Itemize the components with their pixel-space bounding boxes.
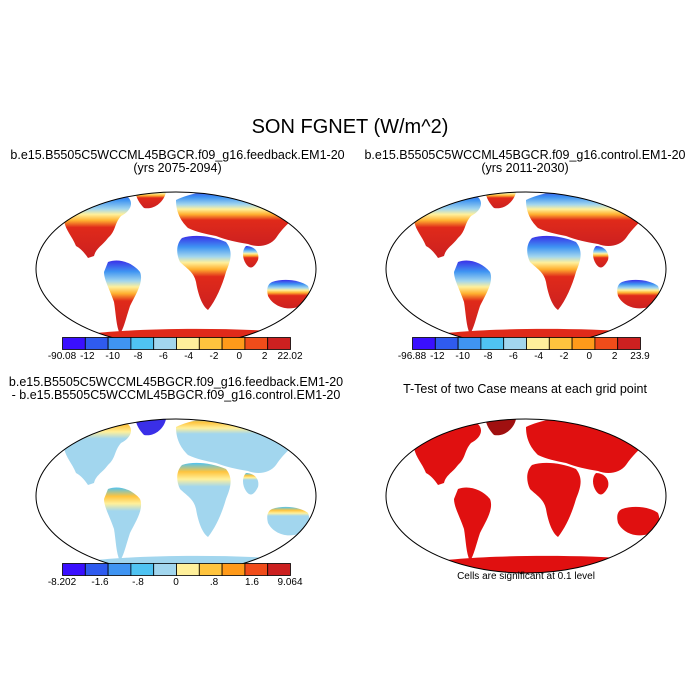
top-right-colorbar-label: -12 <box>430 351 445 362</box>
top-right-colorbar-label: -10 <box>455 351 470 362</box>
top-left-colorbar-label: 0 <box>236 351 243 362</box>
top-right-colorbar: -96.88 -12 -10 -8 -6 -4 -2 0 2 23.9 <box>398 337 650 363</box>
bottom-left-colorbar-swatch <box>244 563 269 576</box>
top-left-colorbar-label: -4 <box>184 351 194 362</box>
bottom-right-title: T-Test of two Case means at each grid po… <box>403 382 647 396</box>
top-right-colorbar-swatch <box>548 337 573 350</box>
top-right-colorbar-swatches <box>412 337 641 350</box>
top-left-colorbar-label: -12 <box>80 351 95 362</box>
bottom-left-colorbar: -8.202 -1.6 -.8 0 .8 1.6 9.064 <box>48 563 303 589</box>
top-left-colorbar-swatch <box>107 337 132 350</box>
bottom-left-colorbar-label: -8.202 <box>47 577 77 588</box>
top-right-colorbar-label: -4 <box>534 351 544 362</box>
significance-note: Cells are significant at 0.1 level <box>457 571 595 582</box>
top-left-colorbar-swatch <box>130 337 155 350</box>
top-left-colorbar-label: -90.08 <box>47 351 77 362</box>
top-left-colorbar-swatch <box>176 337 200 350</box>
top-left-title-line1: b.e15.B5505C5WCCML45BGCR.f09_g16.feedbac… <box>10 148 345 162</box>
top-right-colorbar-label: 0 <box>586 351 593 362</box>
top-left-colorbar-label: -10 <box>105 351 120 362</box>
top-right-colorbar-label: 23.9 <box>630 351 650 362</box>
top-left-colorbar-label: -2 <box>209 351 219 362</box>
figure-title: SON FGNET (W/m^2) <box>251 116 449 138</box>
top-left-colorbar: -90.08 -12 -10 -8 -6 -4 -2 0 2 22.02 <box>48 337 303 363</box>
bottom-left-title-line2: - b.e15.B5505C5WCCML45BGCR.f09_g16.contr… <box>11 388 341 402</box>
top-right-colorbar-label: -2 <box>559 351 569 362</box>
top-right-colorbar-swatch <box>594 337 619 350</box>
top-right-colorbar-label: -8 <box>483 351 493 362</box>
top-right-colorbar-swatch <box>617 337 641 350</box>
top-right-colorbar-swatch <box>457 337 482 350</box>
top-left-colorbar-swatch <box>198 337 223 350</box>
bottom-left-colorbar-swatch <box>107 563 132 576</box>
top-left-colorbar-swatch <box>267 337 291 350</box>
top-right-colorbar-label: -6 <box>508 351 518 362</box>
bottom-left-colorbar-label: 1.6 <box>245 577 259 588</box>
top-right-colorbar-swatch <box>571 337 596 350</box>
top-right-colorbar-swatch <box>480 337 505 350</box>
bottom-left-colorbar-label: -.8 <box>132 577 144 588</box>
top-right-colorbar-swatch <box>503 337 527 350</box>
bottom-left-colorbar-swatch <box>267 563 291 576</box>
bottom-left-colorbar-label: -1.6 <box>91 577 109 588</box>
top-left-map <box>35 191 317 347</box>
top-left-colorbar-swatch <box>221 337 246 350</box>
top-left-colorbar-swatch <box>62 337 86 350</box>
top-left-colorbar-swatches <box>62 337 291 350</box>
top-right-map <box>385 191 667 347</box>
top-right-title-line2: (yrs 2011-2030) <box>481 161 569 175</box>
bottom-left-colorbar-label: .8 <box>209 577 219 588</box>
top-right-colorbar-swatch <box>526 337 550 350</box>
bottom-left-colorbar-swatch <box>221 563 246 576</box>
bottom-left-colorbar-swatch <box>62 563 86 576</box>
bottom-left-colorbar-swatch <box>198 563 223 576</box>
bottom-left-colorbar-swatches <box>62 563 291 576</box>
top-left-colorbar-label: -8 <box>133 351 143 362</box>
bottom-left-colorbar-swatch <box>84 563 109 576</box>
bottom-left-colorbar-label: 0 <box>173 577 179 588</box>
top-right-colorbar-label: -96.88 <box>397 351 427 362</box>
top-left-title-line2: (yrs 2075-2094) <box>133 161 222 175</box>
bottom-left-map <box>35 418 317 574</box>
top-right-colorbar-swatch <box>434 337 459 350</box>
bottom-left-colorbar-swatch <box>176 563 200 576</box>
bottom-left-title-line1: b.e15.B5505C5WCCML45BGCR.f09_g16.feedbac… <box>8 375 344 389</box>
top-right-colorbar-swatch <box>412 337 436 350</box>
top-left-colorbar-label: -6 <box>158 351 168 362</box>
top-left-colorbar-label: 22.02 <box>277 351 303 362</box>
bottom-left-colorbar-label: 9.064 <box>277 577 303 588</box>
bottom-left-colorbar-swatch <box>130 563 155 576</box>
top-left-colorbar-swatch <box>153 337 177 350</box>
bottom-right-map <box>385 418 667 574</box>
bottom-left-colorbar-swatch <box>153 563 177 576</box>
north-america-region <box>55 192 132 258</box>
top-left-colorbar-label: 2 <box>261 351 268 362</box>
top-left-colorbar-swatch <box>84 337 109 350</box>
top-left-colorbar-swatch <box>244 337 269 350</box>
top-right-colorbar-label: 2 <box>611 351 618 362</box>
top-right-title-line1: b.e15.B5505C5WCCML45BGCR.f09_g16.control… <box>364 148 686 162</box>
